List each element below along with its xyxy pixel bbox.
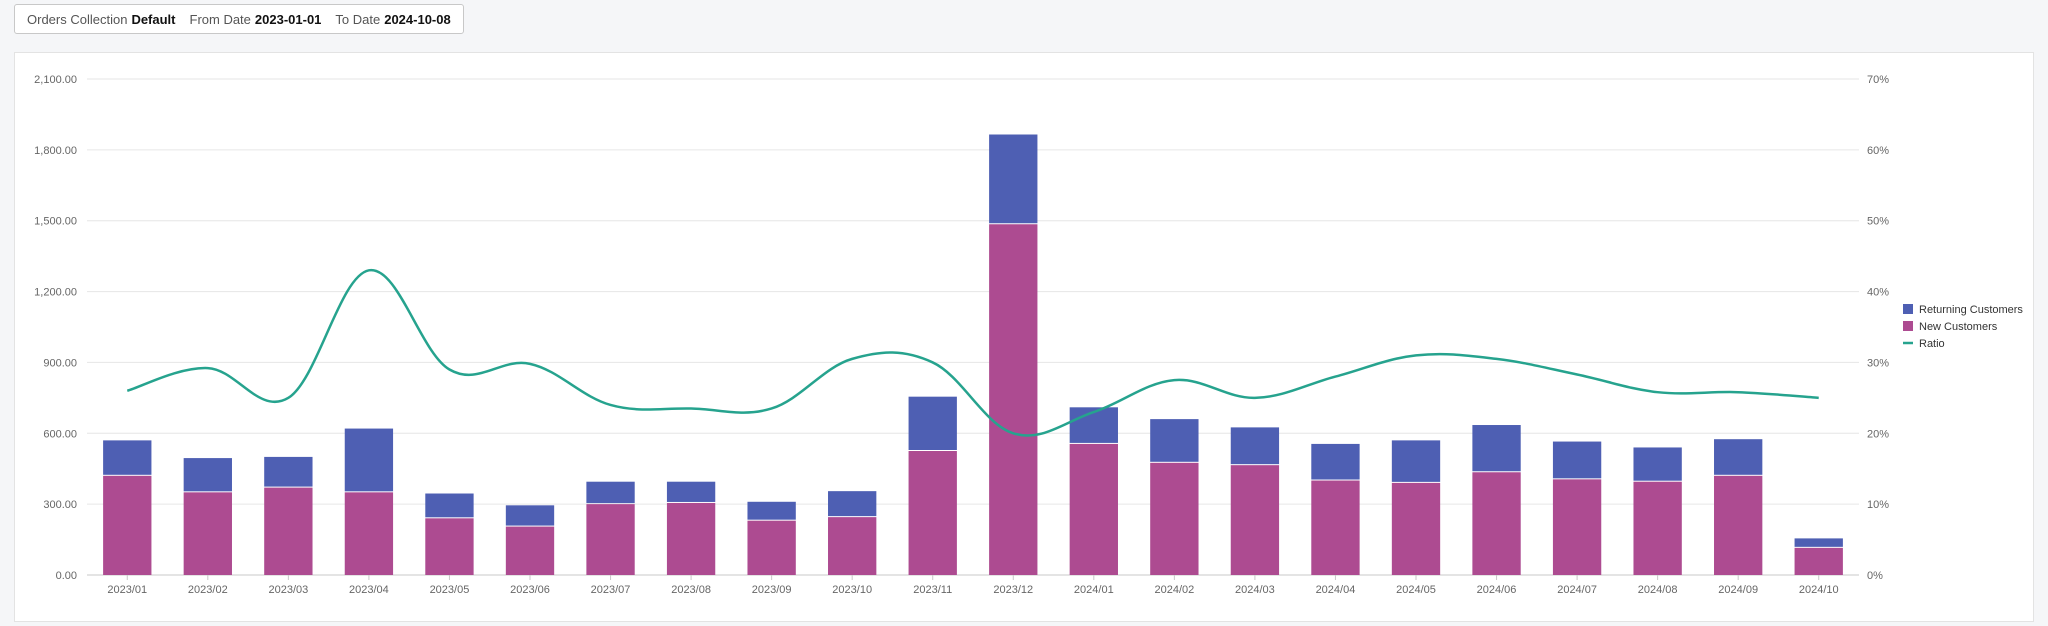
chart-card: 0.00 300.00 600.00 900.00 1,200.00 1,500.00 1,… (14, 52, 2034, 622)
right-tick-label: 40% (1867, 287, 1889, 299)
bar-new-customers (1311, 480, 1360, 575)
bar-returning-customers (1311, 443, 1360, 480)
bar-new-customers (425, 518, 474, 575)
bar-returning-customers (1552, 441, 1602, 479)
legend-swatch (1903, 321, 1913, 331)
bar-returning-customers (908, 396, 957, 450)
x-tick-label: 2024/05 (1396, 584, 1436, 596)
right-tick-label: 70% (1867, 74, 1889, 86)
bar-new-customers (1150, 462, 1199, 575)
bar-new-customers (1552, 479, 1602, 575)
legend-swatch (1903, 304, 1913, 314)
from-date-filter: From Date 2023-01-01 (190, 12, 322, 27)
x-tick-label: 2023/12 (993, 584, 1033, 596)
bar-new-customers (666, 502, 716, 575)
bar-new-customers (828, 517, 877, 575)
bar-returning-customers (666, 481, 716, 502)
bar-returning-customers (1794, 538, 1843, 547)
x-tick-label: 2023/02 (188, 584, 228, 596)
left-tick-label: 300.00 (43, 499, 77, 511)
bar-returning-customers (183, 458, 232, 492)
to-date-value: 2024-10-08 (384, 11, 451, 27)
right-tick-label: 60% (1867, 145, 1889, 157)
left-tick-label: 2,100.00 (34, 74, 77, 86)
to-date-filter: To Date 2024-10-08 (335, 12, 450, 27)
x-tick-label: 2023/09 (752, 584, 792, 596)
bar-returning-customers (1714, 439, 1763, 475)
bar-returning-customers (586, 481, 635, 504)
bar-returning-customers (747, 501, 796, 520)
collection-label: Orders Collection (27, 11, 128, 27)
right-tick-label: 20% (1867, 428, 1889, 440)
bar-returning-customers (344, 428, 394, 492)
x-tick-label: 2023/07 (591, 584, 631, 596)
right-tick-label: 0% (1867, 570, 1883, 582)
legend-label: Ratio (1919, 338, 1945, 350)
legend-label: New Customers (1919, 321, 1998, 333)
filter-bar[interactable]: Orders Collection Default From Date 2023-0… (14, 4, 464, 34)
x-tick-label: 2023/08 (671, 584, 711, 596)
bar-returning-customers (1230, 427, 1280, 465)
x-tick-label: 2024/02 (1154, 584, 1194, 596)
x-tick-label: 2023/10 (832, 584, 872, 596)
x-tick-label: 2024/07 (1557, 584, 1597, 596)
left-tick-label: 600.00 (43, 428, 77, 440)
collection-value: Default (131, 11, 176, 27)
bar-new-customers (1633, 481, 1682, 575)
x-tick-label: 2024/06 (1477, 584, 1517, 596)
left-tick-label: 0.00 (56, 570, 77, 582)
left-tick-label: 900.00 (43, 357, 77, 369)
bar-returning-customers (828, 491, 877, 517)
right-tick-label: 50% (1867, 216, 1889, 228)
bar-new-customers (989, 224, 1038, 575)
bar-returning-customers (505, 505, 555, 526)
x-tick-label: 2023/06 (510, 584, 550, 596)
bar-new-customers (1714, 475, 1763, 575)
bar-new-customers (747, 520, 796, 575)
bar-new-customers (1472, 472, 1521, 575)
bar-new-customers (183, 492, 232, 575)
orders-chart: 0.00 300.00 600.00 900.00 1,200.00 1,500.00 1,… (34, 74, 2023, 596)
bar-returning-customers (1150, 419, 1199, 462)
x-tick-label: 2024/10 (1799, 584, 1839, 596)
bar-returning-customers (103, 440, 152, 475)
x-tick-label: 2023/11 (913, 584, 952, 596)
bar-new-customers (908, 451, 957, 575)
bar-returning-customers (1633, 447, 1682, 481)
bar-returning-customers (989, 134, 1038, 224)
collection-filter: Orders Collection Default (27, 12, 176, 27)
bar-new-customers (1230, 465, 1280, 575)
x-tick-label: 2024/04 (1316, 584, 1356, 596)
left-tick-label: 1,500.00 (34, 216, 77, 228)
to-date-label: To Date (335, 11, 381, 27)
bar-new-customers (1794, 547, 1843, 575)
right-tick-label: 30% (1867, 357, 1889, 369)
left-tick-label: 1,200.00 (34, 287, 77, 299)
x-tick-label: 2023/01 (107, 584, 147, 596)
x-tick-label: 2024/01 (1074, 584, 1114, 596)
bar-new-customers (344, 492, 394, 575)
x-tick-label: 2024/03 (1235, 584, 1275, 596)
bar-new-customers (1069, 443, 1118, 575)
bar-returning-customers (425, 493, 474, 518)
bar-new-customers (1391, 482, 1441, 575)
from-date-value: 2023-01-01 (254, 11, 322, 27)
bar-new-customers (264, 487, 313, 575)
ratio-line (126, 269, 1819, 437)
bar-returning-customers (264, 456, 313, 487)
x-tick-label: 2024/08 (1638, 584, 1678, 596)
bar-new-customers (586, 504, 635, 575)
from-date-label: From Date (189, 11, 251, 27)
bar-new-customers (103, 475, 152, 575)
legend-label: Returning Customers (1919, 304, 2023, 316)
x-tick-label: 2024/09 (1718, 584, 1758, 596)
bar-new-customers (505, 526, 555, 575)
bar-returning-customers (1472, 425, 1521, 472)
x-tick-label: 2023/04 (349, 584, 389, 596)
x-tick-label: 2023/03 (268, 584, 308, 596)
left-tick-label: 1,800.00 (34, 145, 77, 157)
x-tick-label: 2023/05 (430, 584, 470, 596)
bar-returning-customers (1391, 440, 1441, 482)
right-tick-label: 10% (1867, 499, 1889, 511)
